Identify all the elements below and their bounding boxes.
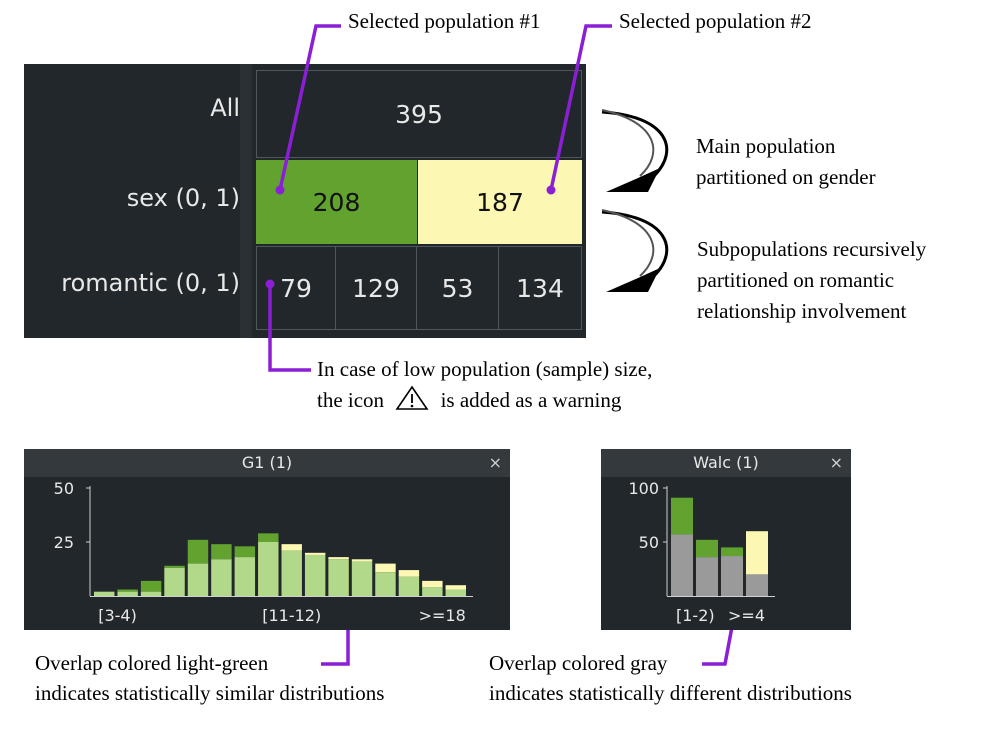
node-romantic-0[interactable]: 79 xyxy=(256,246,336,330)
sub-partition-label-line1: Subpopulations recursively xyxy=(697,237,927,261)
selected-population-1-label: Selected population #1 xyxy=(348,9,541,33)
row-label-sex: sex (0, 1) xyxy=(126,184,240,212)
x-tick-label: >=4 xyxy=(728,606,765,625)
y-tick-label: 25 xyxy=(54,533,74,552)
warning-icon xyxy=(395,385,429,410)
bar-overlap xyxy=(445,589,466,596)
histogram-walc-title[interactable]: Walc (1) xyxy=(601,449,851,477)
y-tick-label: 50 xyxy=(54,479,74,498)
curved-arrow-main xyxy=(601,109,669,192)
node-all[interactable]: 395 xyxy=(256,70,582,158)
bar-population-1 xyxy=(671,497,693,535)
bar-overlap xyxy=(140,591,162,596)
node-romantic-3[interactable]: 134 xyxy=(498,246,582,330)
bar-overlap xyxy=(258,542,279,596)
bar-population-1 xyxy=(696,539,718,558)
row-label-all: All xyxy=(210,94,240,122)
node-sex-1-selected-2[interactable]: 187 xyxy=(418,160,582,244)
bar-overlap xyxy=(304,554,326,596)
bar-overlap xyxy=(281,550,302,596)
bar-overlap xyxy=(211,559,232,596)
bar-population-2 xyxy=(422,580,443,588)
similar-label-line2: indicates statistically similar distribu… xyxy=(35,681,385,705)
similar-label-line1: Overlap colored light-green xyxy=(35,651,269,675)
low-population-label-line1: In case of low population (sample) size, xyxy=(317,357,653,381)
histogram-walc-close-icon[interactable]: × xyxy=(829,453,843,472)
bar-overlap xyxy=(422,587,443,596)
bar-overlap xyxy=(117,591,138,596)
bar-population-1 xyxy=(117,589,138,592)
histogram-g1-title[interactable]: G1 (1) xyxy=(24,449,510,477)
bar-population-2 xyxy=(746,531,768,575)
bar-population-2 xyxy=(304,552,326,555)
bar-population-1 xyxy=(721,547,743,557)
low-population-text-a: the icon xyxy=(317,388,385,412)
bar-overlap xyxy=(375,572,396,596)
low-population-label-line2: the icon is added as a warning xyxy=(317,385,621,415)
different-label-line1: Overlap colored gray xyxy=(489,651,668,675)
different-label-line2: indicates statistically different distri… xyxy=(489,681,852,705)
bar-population-2 xyxy=(351,559,373,562)
bar-population-1 xyxy=(211,544,232,560)
bar-population-2 xyxy=(281,544,302,551)
row-label-romantic: romantic (0, 1) xyxy=(61,269,240,297)
bar-population-1 xyxy=(187,539,209,564)
y-tick-label: 50 xyxy=(639,533,659,552)
bar-overlap xyxy=(94,591,115,596)
selected-population-2-label: Selected population #2 xyxy=(619,9,812,33)
bar-overlap xyxy=(328,559,349,596)
sub-partition-label-line3: relationship involvement xyxy=(697,299,907,323)
sub-partition-label-line2: partitioned on romantic xyxy=(697,268,895,292)
tree-divider xyxy=(240,64,252,338)
bar-population-2 xyxy=(375,563,396,573)
bar-overlap xyxy=(696,557,718,596)
low-population-text-b: is added as a warning xyxy=(440,388,622,412)
x-tick-label: >=18 xyxy=(419,606,466,625)
bar-population-1 xyxy=(258,533,279,542)
x-tick-label: [11-12) xyxy=(262,606,321,625)
population-tree-panel: All sex (0, 1) romantic (0, 1) 395 208 1… xyxy=(24,64,586,338)
histogram-g1-panel: G1 (1) × 50 25 [3-4) [11-12) >=18 xyxy=(24,449,510,630)
x-tick-label: [3-4) xyxy=(98,606,137,625)
histogram-g1-svg: 50 25 [3-4) [11-12) >=18 xyxy=(54,479,473,625)
node-sex-0-selected-1[interactable]: 208 xyxy=(256,160,417,244)
bar-overlap xyxy=(398,576,420,596)
histogram-walc-svg: 100 50 [1-2) >=4 xyxy=(628,479,775,625)
bar-overlap xyxy=(164,567,185,596)
curved-arrow-sub xyxy=(601,209,669,292)
histogram-walc-panel: Walc (1) × 100 50 [1-2) >=4 xyxy=(601,449,851,630)
histogram-g1-close-icon[interactable]: × xyxy=(488,453,502,472)
bar-population-1 xyxy=(140,580,162,592)
bar-overlap xyxy=(234,557,256,596)
node-romantic-1[interactable]: 129 xyxy=(335,246,417,330)
main-partition-label-line1: Main population xyxy=(696,134,836,158)
bar-overlap xyxy=(671,534,693,596)
bar-overlap xyxy=(721,556,743,596)
bar-population-1 xyxy=(234,546,256,558)
node-romantic-2[interactable]: 53 xyxy=(416,246,499,330)
x-tick-label: [1-2) xyxy=(676,606,715,625)
y-tick-label: 100 xyxy=(628,479,659,498)
main-partition-label-line2: partitioned on gender xyxy=(696,165,876,189)
bar-overlap xyxy=(351,561,373,596)
bar-overlap xyxy=(187,563,209,596)
bar-population-2 xyxy=(398,570,420,577)
bar-population-1 xyxy=(164,565,185,568)
bar-overlap xyxy=(746,574,768,596)
bar-population-2 xyxy=(445,585,466,590)
bar-population-2 xyxy=(328,557,349,560)
